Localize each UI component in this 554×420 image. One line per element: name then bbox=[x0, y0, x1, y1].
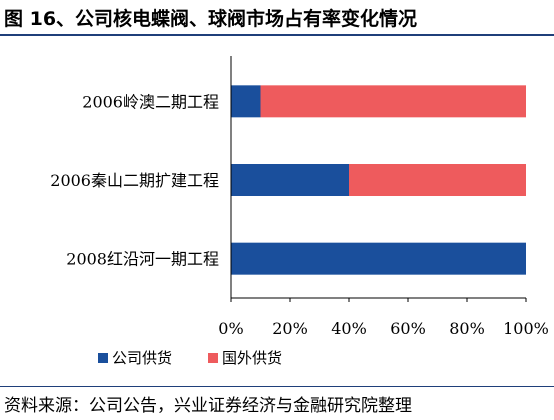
stacked-bar-chart: 2006岭澳二期工程 2006秦山二期扩建工程 2008红沿河一期工程 0% 20% 40… bbox=[50, 56, 549, 367]
chart-title: 图 16、公司核电蝶阀、球阀市场占有率变化情况 bbox=[4, 8, 418, 30]
legend-label: 国外供货 bbox=[222, 349, 282, 367]
legend-swatch bbox=[98, 353, 108, 363]
bar-segment-foreign bbox=[349, 164, 526, 196]
category-label: 2008红沿河一期工程 bbox=[66, 250, 219, 269]
legend-label: 公司供货 bbox=[112, 349, 172, 367]
bar-segment-company bbox=[231, 85, 261, 118]
x-tick-label: 40% bbox=[331, 319, 367, 338]
footer-divider bbox=[0, 386, 554, 387]
x-tick-label: 0% bbox=[218, 319, 243, 338]
title-divider bbox=[0, 34, 554, 36]
category-label: 2006秦山二期扩建工程 bbox=[50, 171, 219, 190]
bar-segment-company bbox=[231, 164, 349, 196]
chart-title-bar: 图 16、公司核电蝶阀、球阀市场占有率变化情况 bbox=[0, 0, 554, 34]
source-note: 资料来源：公司公告，兴业证券经济与金融研究院整理 bbox=[4, 396, 412, 416]
bar-segment-foreign bbox=[260, 85, 526, 118]
x-tick-label: 80% bbox=[449, 319, 485, 338]
x-tick-label: 60% bbox=[390, 319, 426, 338]
x-tick-label: 20% bbox=[272, 319, 308, 338]
legend-swatch bbox=[208, 353, 218, 363]
bar-segment-company bbox=[231, 242, 526, 275]
x-tick-label: 100% bbox=[503, 319, 549, 338]
category-label: 2006岭澳二期工程 bbox=[82, 92, 219, 111]
